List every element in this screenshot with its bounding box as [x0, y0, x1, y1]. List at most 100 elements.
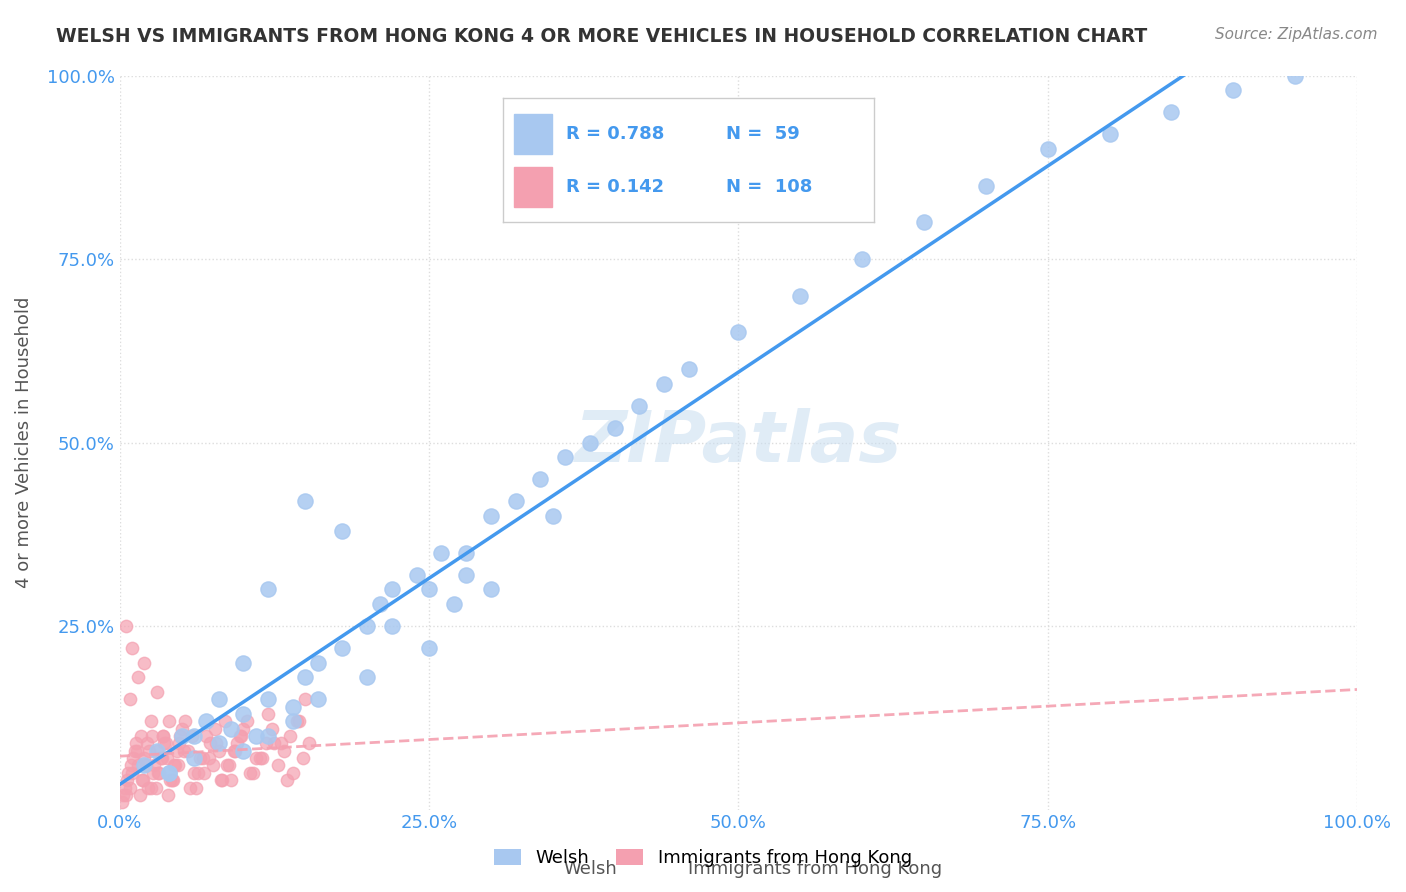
Point: [165, 758, 187, 772]
Point: [254, 736, 277, 750]
Point: [229, 729, 252, 743]
Point: [267, 758, 290, 772]
Point: [186, 780, 208, 795]
Point: [115, 773, 138, 788]
Point: [139, 780, 162, 795]
Point: [298, 736, 321, 750]
Point: [136, 736, 159, 750]
Point: [1160, 105, 1182, 120]
Point: [250, 751, 273, 765]
Point: [159, 773, 181, 788]
Point: [291, 751, 314, 765]
Point: [529, 472, 551, 486]
Point: [257, 582, 280, 597]
Point: [208, 736, 231, 750]
Point: [912, 215, 935, 229]
Text: ZIPatlas: ZIPatlas: [575, 408, 903, 477]
Point: [134, 758, 156, 772]
Point: [270, 736, 292, 750]
Point: [603, 421, 626, 435]
Point: [974, 178, 997, 193]
Point: [294, 692, 316, 706]
Point: [652, 376, 675, 391]
Point: [356, 619, 378, 633]
Point: [294, 494, 316, 508]
Point: [281, 714, 304, 729]
Text: Immigrants from Hong Kong: Immigrants from Hong Kong: [689, 860, 942, 878]
Point: [170, 729, 193, 743]
Point: [120, 758, 142, 772]
Point: [222, 744, 245, 758]
Point: [193, 765, 215, 780]
Point: [191, 751, 214, 765]
Point: [156, 751, 179, 765]
Point: [554, 450, 576, 465]
Point: [208, 692, 231, 706]
Point: [249, 751, 271, 765]
Point: [117, 765, 139, 780]
Point: [217, 758, 239, 772]
Point: [242, 765, 264, 780]
Point: [356, 670, 378, 684]
Point: [479, 508, 502, 523]
Point: [245, 751, 267, 765]
Point: [307, 692, 329, 706]
Point: [280, 729, 302, 743]
Point: [418, 582, 440, 597]
Point: [368, 597, 391, 611]
Point: [232, 707, 254, 722]
Legend: Welsh, Immigrants from Hong Kong: Welsh, Immigrants from Hong Kong: [486, 841, 920, 874]
Point: [163, 758, 186, 772]
Point: [112, 788, 135, 802]
Point: [678, 362, 700, 376]
Point: [139, 714, 162, 729]
Point: [166, 744, 188, 758]
Point: [127, 670, 149, 684]
Point: [157, 765, 180, 780]
Point: [179, 780, 201, 795]
Point: [245, 729, 267, 743]
Point: [211, 773, 233, 788]
Point: [628, 399, 651, 413]
Point: [114, 780, 136, 795]
Point: [152, 729, 174, 743]
Point: [505, 494, 527, 508]
Point: [183, 765, 205, 780]
Point: [294, 670, 316, 684]
Point: [727, 326, 749, 340]
Point: [214, 714, 236, 729]
Point: [115, 788, 138, 802]
Y-axis label: 4 or more Vehicles in Household: 4 or more Vehicles in Household: [15, 297, 32, 588]
Point: [183, 751, 205, 765]
Point: [285, 714, 308, 729]
Point: [146, 744, 169, 758]
Point: [236, 714, 259, 729]
Point: [141, 729, 163, 743]
Text: Source: ZipAtlas.com: Source: ZipAtlas.com: [1215, 27, 1378, 42]
Text: Welsh: Welsh: [564, 860, 617, 878]
Point: [134, 751, 156, 765]
Point: [257, 692, 280, 706]
Point: [789, 289, 811, 303]
Text: WELSH VS IMMIGRANTS FROM HONG KONG 4 OR MORE VEHICLES IN HOUSEHOLD CORRELATION C: WELSH VS IMMIGRANTS FROM HONG KONG 4 OR …: [56, 27, 1147, 45]
Point: [239, 765, 262, 780]
Point: [260, 722, 283, 736]
Point: [132, 773, 155, 788]
Point: [118, 692, 141, 706]
Point: [219, 773, 242, 788]
Point: [129, 729, 152, 743]
Point: [183, 729, 205, 743]
Point: [146, 685, 169, 699]
Point: [170, 722, 193, 736]
Point: [405, 567, 427, 582]
Point: [307, 656, 329, 670]
Point: [127, 758, 149, 772]
Point: [173, 744, 195, 758]
Point: [456, 546, 478, 560]
Point: [167, 758, 190, 772]
Point: [146, 744, 169, 758]
Point: [418, 641, 440, 656]
Point: [156, 788, 179, 802]
Point: [122, 751, 145, 765]
Point: [1098, 127, 1121, 141]
